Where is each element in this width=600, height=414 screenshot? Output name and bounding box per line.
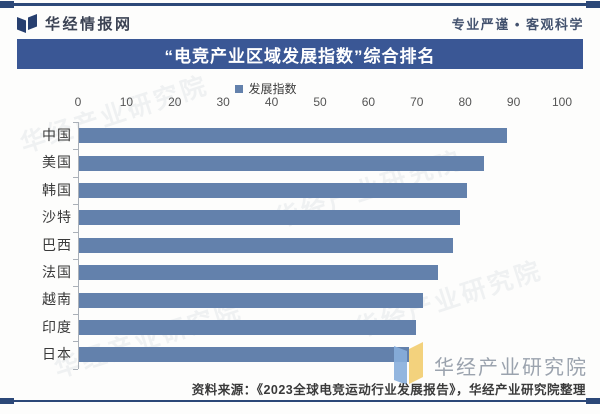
bar [79, 292, 423, 308]
x-tick-label: 70 [410, 95, 424, 109]
bottom-rule [0, 398, 600, 404]
bar-row: 韩国 [0, 177, 600, 204]
bar-row: 沙特 [0, 204, 600, 231]
category-label: 法国 [42, 264, 72, 280]
bar [79, 319, 416, 335]
category-label: 韩国 [42, 181, 72, 198]
chart-title-banner: “电竞产业区域发展指数”综合排名 [17, 39, 583, 69]
plot-area: 中国美国韩国沙特巴西法国越南印度日本 [0, 122, 600, 370]
x-tick-label: 50 [313, 95, 327, 109]
y-axis-tick [73, 231, 78, 233]
y-axis-tick [73, 286, 78, 288]
legend: 发展指数 [0, 80, 532, 97]
x-tick-label: 30 [216, 95, 230, 109]
category-label: 美国 [42, 154, 72, 171]
bar-row: 印度 [0, 314, 600, 341]
x-tick-label: 0 [74, 95, 82, 109]
category-label: 印度 [42, 318, 72, 335]
x-tick-label: 80 [458, 95, 472, 109]
x-tick-label: 100 [551, 95, 573, 109]
bar [79, 210, 461, 226]
bar-row: 中国 [0, 122, 600, 149]
category-label: 沙特 [42, 209, 72, 226]
bar-row: 巴西 [0, 232, 600, 259]
watermark-book-icon [390, 340, 426, 391]
y-axis-tick [73, 204, 78, 206]
brand-name: 华经情报网 [45, 15, 133, 33]
bar [79, 155, 485, 171]
header-slogan: 专业严谨 • 客观科学 [451, 16, 584, 32]
category-label: 日本 [42, 346, 72, 363]
header: 华经情报网 专业严谨 • 客观科学 [16, 11, 584, 35]
bar [79, 182, 468, 198]
corner-watermark-text: 华经产业研究院 [434, 357, 588, 379]
bar-row: 美国 [0, 149, 600, 176]
top-rule [0, 1, 600, 8]
y-axis-tick [73, 259, 78, 260]
y-axis-tick [73, 341, 78, 343]
bar [79, 128, 508, 144]
category-label: 巴西 [42, 236, 72, 253]
x-tick-label: 60 [361, 95, 376, 109]
y-axis-tick [73, 368, 78, 370]
chart-title: “电竞产业区域发展指数”综合排名 [164, 46, 436, 66]
y-axis-tick [73, 149, 78, 151]
brand: 华经情报网 [16, 13, 133, 34]
y-axis-tick [73, 313, 78, 315]
bar-row: 法国 [0, 259, 600, 286]
bar-row: 越南 [0, 286, 600, 313]
x-axis: 0 10 20 30 40 50 60 70 80 90 100 [0, 95, 600, 110]
x-tick-label: 40 [264, 95, 279, 109]
corner-watermark: 华经产业研究院 [390, 340, 588, 391]
bar [79, 265, 438, 281]
legend-swatch [235, 84, 244, 93]
x-tick-label: 90 [506, 95, 521, 109]
x-tick-label: 10 [119, 95, 134, 109]
source-note: 资料来源：《2023全球电竞运动行业发展报告》，华经产业研究院整理 [191, 383, 586, 397]
category-label: 越南 [42, 291, 72, 308]
category-label: 中国 [42, 127, 72, 143]
y-axis-line [78, 122, 79, 369]
bar-row: 日本 [0, 341, 600, 368]
x-tick-label: 20 [168, 95, 182, 109]
y-axis-tick [73, 122, 78, 123]
brand-logo-icon [16, 13, 38, 33]
y-axis-tick [73, 176, 78, 178]
bar [79, 237, 453, 253]
legend-label: 发展指数 [248, 82, 297, 96]
bar [79, 347, 410, 363]
